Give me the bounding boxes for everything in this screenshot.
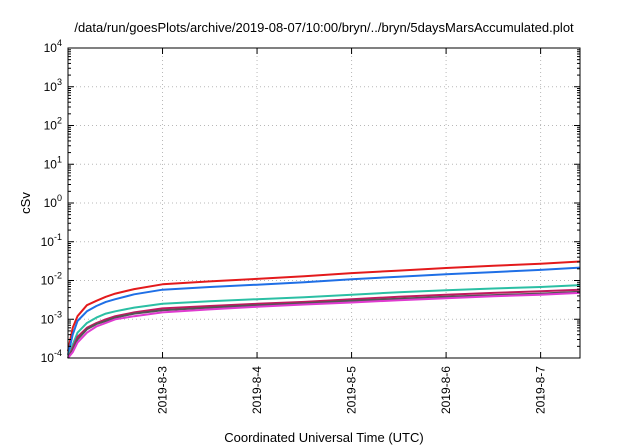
- ticks: [68, 47, 580, 359]
- series-line-4: [67, 288, 581, 359]
- y-tick-label: 100: [44, 193, 62, 210]
- y-tick-label: 104: [44, 38, 62, 55]
- x-tick-label: 2019-8-7: [534, 366, 548, 414]
- y-tick-label: 10-3: [41, 309, 62, 326]
- series-line-1: [67, 260, 581, 352]
- y-tick-label: 10-2: [41, 271, 62, 288]
- x-axis-label: Coordinated Universal Time (UTC): [224, 430, 423, 445]
- y-tick-label: 10-1: [41, 232, 62, 249]
- series-line-6: [67, 291, 581, 359]
- x-tick-label: 2019-8-4: [250, 366, 264, 414]
- y-tick-label: 102: [44, 116, 62, 133]
- series-line-2: [67, 266, 581, 356]
- y-axis-label: cSv: [18, 192, 33, 214]
- x-tick-label: 2019-8-3: [156, 366, 170, 414]
- x-tick-labels: 2019-8-3 2019-8-4 2019-8-5 2019-8-6 2019-8-7: [156, 366, 548, 414]
- series-line-3: [67, 284, 581, 359]
- series-line-5: [67, 290, 581, 359]
- chart-title: /data/run/goesPlots/archive/2019-08-07/1…: [74, 20, 574, 35]
- y-tick-label: 10-4: [41, 348, 62, 365]
- y-tick-label: 103: [44, 77, 62, 94]
- y-tick-label: 101: [44, 154, 62, 171]
- series-layer: [67, 260, 581, 359]
- x-tick-label: 2019-8-5: [345, 366, 359, 414]
- x-tick-label: 2019-8-6: [439, 366, 453, 414]
- y-tick-labels: 10-4 10-3 10-2 10-1 100 101 102 103 104: [41, 38, 62, 365]
